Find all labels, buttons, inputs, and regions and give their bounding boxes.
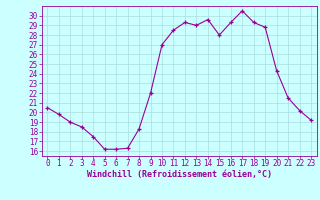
X-axis label: Windchill (Refroidissement éolien,°C): Windchill (Refroidissement éolien,°C)	[87, 170, 272, 179]
